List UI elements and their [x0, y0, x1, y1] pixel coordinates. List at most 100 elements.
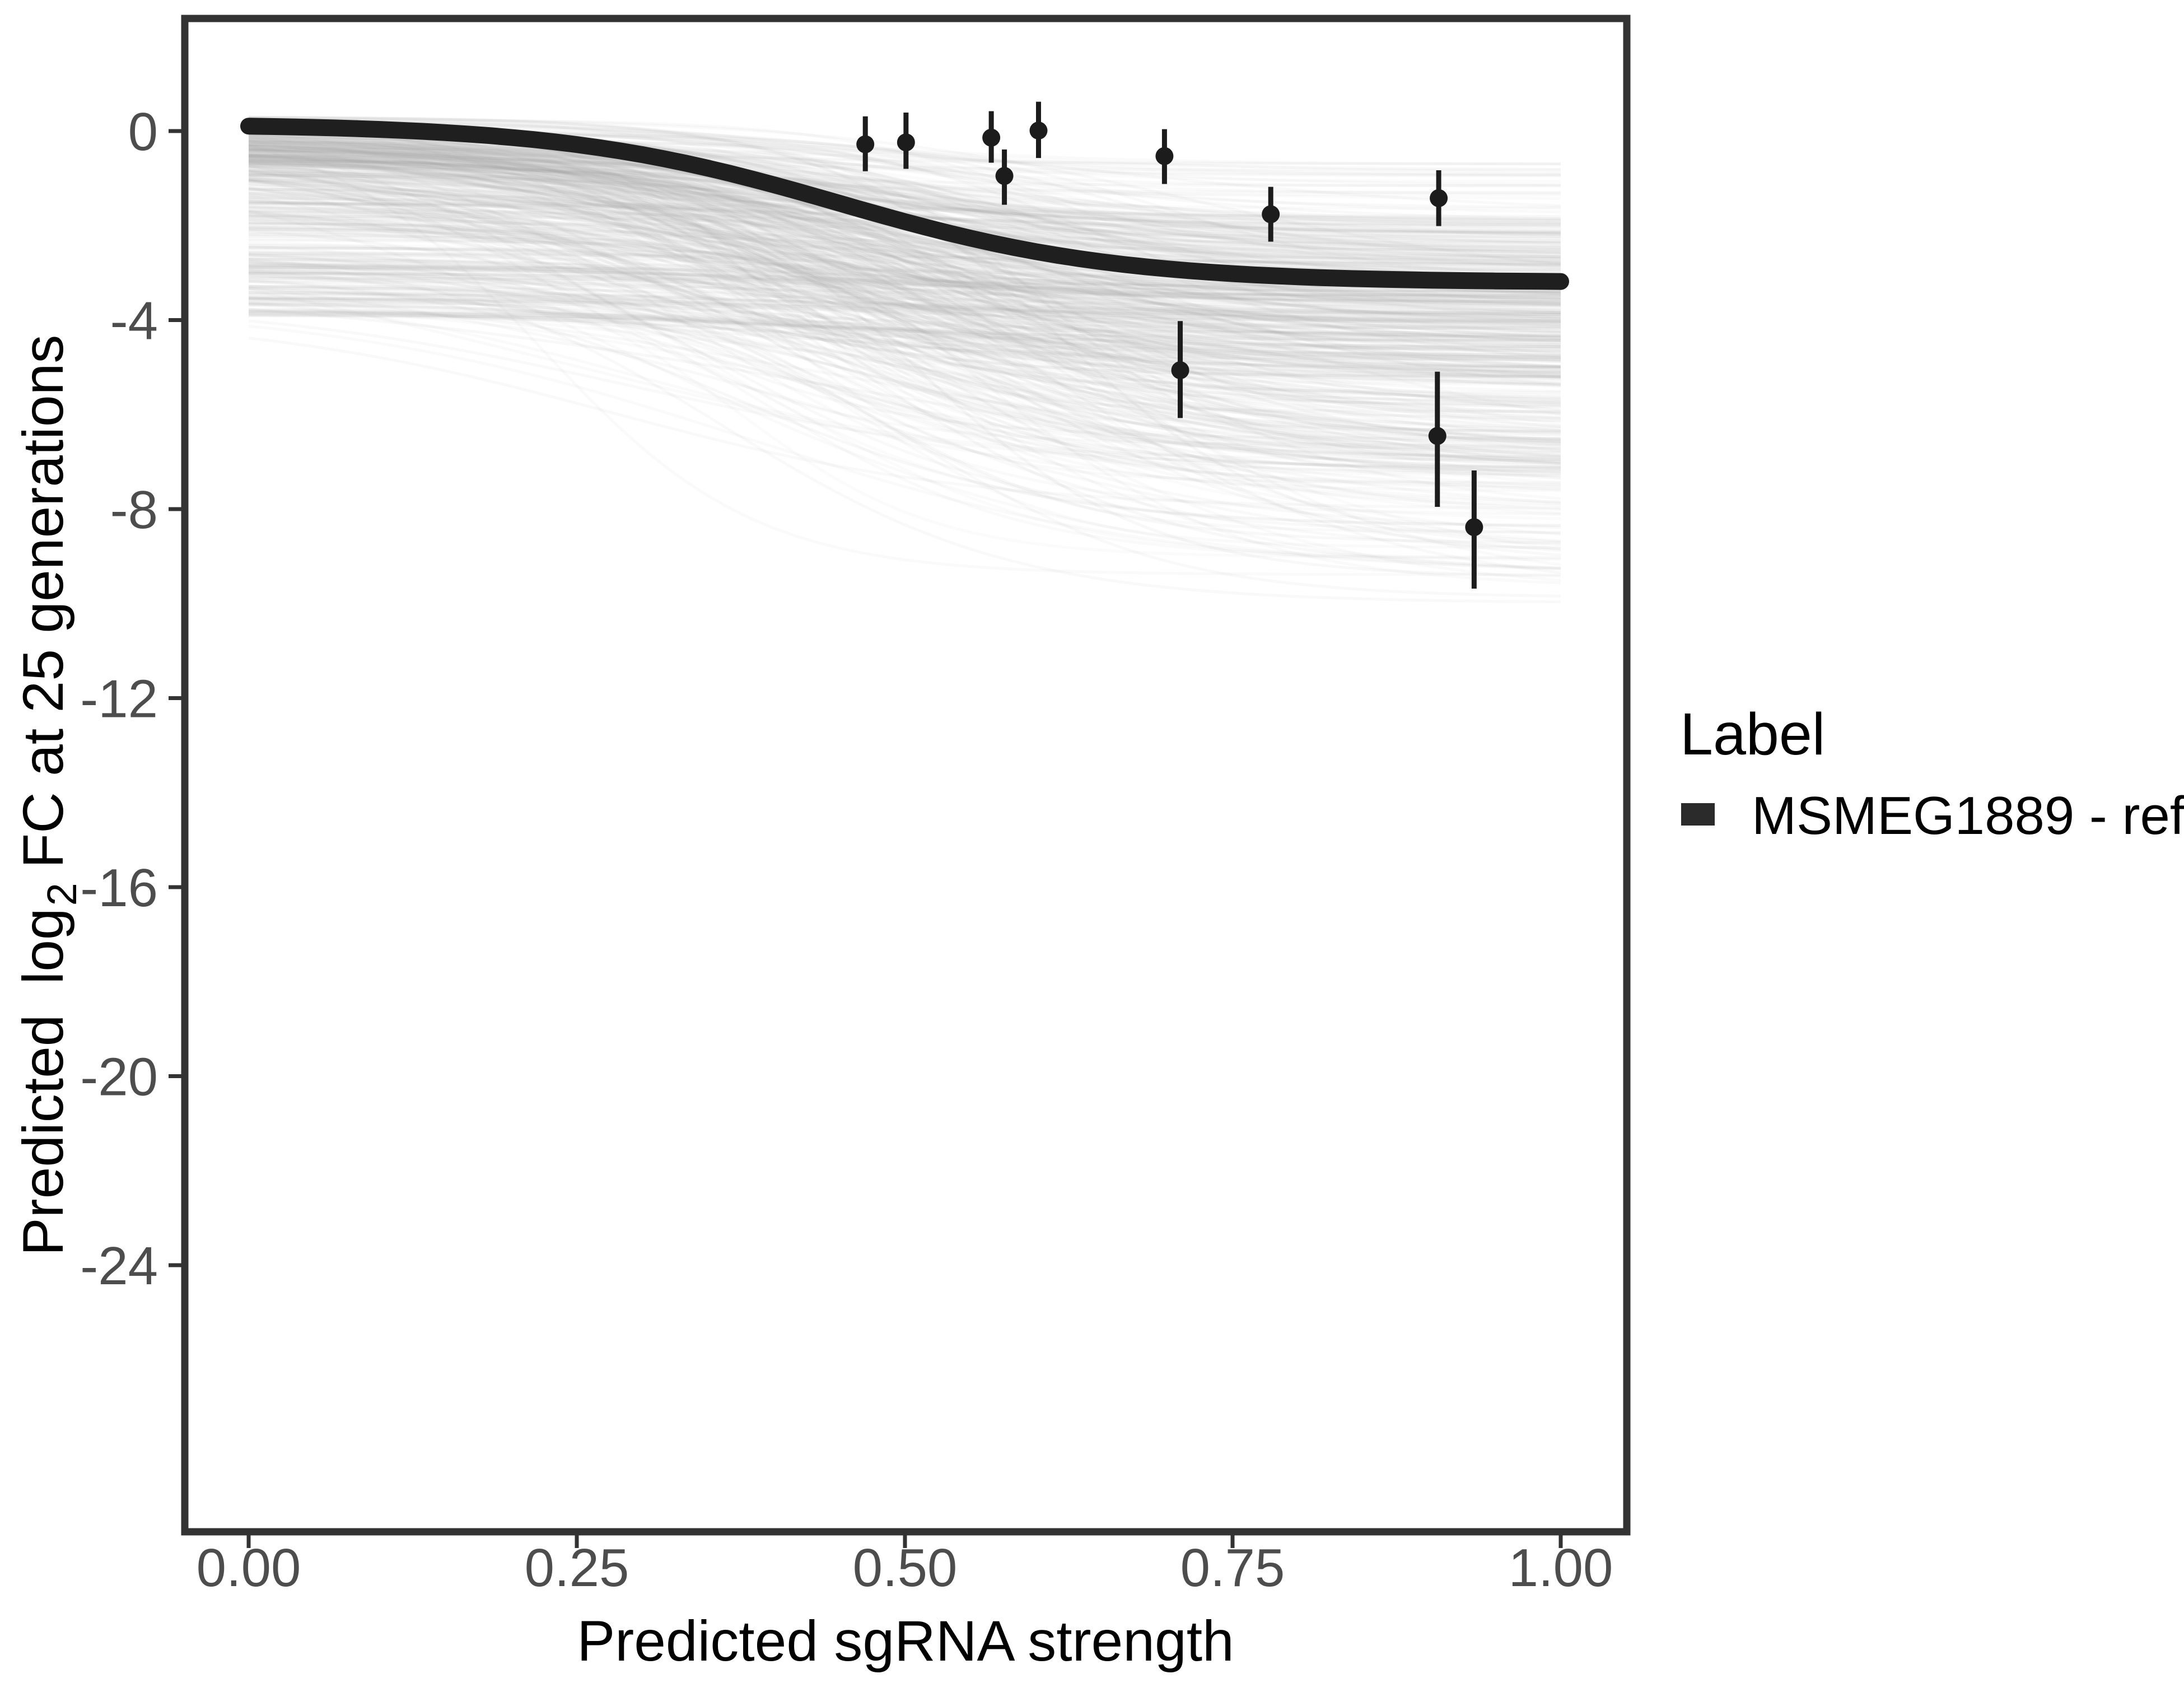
posterior-draw-curve	[248, 213, 1561, 491]
posterior-draw-curve	[248, 165, 1561, 433]
posterior-draw-curve	[248, 156, 1561, 441]
y-tick-label: -12	[80, 669, 158, 729]
posterior-draw-curve	[248, 312, 1561, 353]
x-tick-label: 0.75	[1180, 1538, 1285, 1598]
x-tick-label: 1.00	[1509, 1538, 1613, 1598]
posterior-draw-curve	[248, 137, 1561, 344]
posterior-draw-curve	[248, 150, 1561, 238]
posterior-draw-curve	[248, 155, 1561, 235]
posterior-draw-curve	[248, 191, 1561, 370]
posterior-draw-curve	[248, 301, 1561, 322]
posterior-draw-curve	[248, 172, 1561, 306]
posterior-draw-curve	[248, 297, 1561, 362]
posterior-draw-curve	[248, 153, 1561, 375]
posterior-draw-curve	[248, 123, 1561, 329]
posterior-draw-curve	[248, 187, 1561, 379]
posterior-draw-curve	[248, 137, 1561, 235]
posterior-draw-curve	[248, 215, 1561, 271]
posterior-draw-curve	[248, 164, 1561, 403]
posterior-draw-curve	[248, 143, 1561, 379]
posterior-draw-curve	[248, 287, 1561, 560]
posterior-draw-curve	[248, 200, 1561, 454]
posterior-draw-curve	[248, 221, 1561, 468]
posterior-draw-curve	[248, 155, 1561, 441]
posterior-draw-curve	[248, 257, 1561, 557]
posterior-draw-curve	[248, 169, 1561, 330]
posterior-draw-curve	[248, 150, 1561, 461]
posterior-draw-curve	[248, 148, 1561, 436]
posterior-draw-curve	[249, 265, 1561, 295]
posterior-draw-curve	[248, 150, 1561, 362]
posterior-draw-curve	[248, 147, 1561, 255]
posterior-draw-curve	[248, 245, 1561, 561]
posterior-draw-curve	[248, 301, 1561, 402]
posterior-draw-curve	[248, 159, 1561, 374]
posterior-draw-curve	[248, 324, 1561, 570]
posterior-draw-curve	[248, 158, 1561, 314]
data-point	[856, 135, 875, 153]
posterior-draw-curve	[248, 122, 1561, 338]
posterior-draw-curve	[248, 194, 1561, 325]
posterior-draw-curve	[248, 144, 1561, 484]
posterior-draw-curve	[248, 146, 1561, 368]
posterior-draw-curve	[248, 288, 1561, 505]
posterior-draw-curve	[248, 287, 1561, 330]
posterior-draw-curve	[248, 285, 1561, 316]
posterior-draw-curve	[248, 145, 1561, 432]
posterior-draw-curve	[248, 303, 1561, 334]
posterior-draw-curve	[248, 307, 1561, 480]
y-axis-title-part: FC at 25 generations	[11, 335, 75, 869]
posterior-draw-curve	[248, 271, 1561, 319]
posterior-draw-curve	[249, 211, 1561, 314]
posterior-draw-curve	[248, 260, 1561, 604]
posterior-draw-curve	[248, 167, 1561, 347]
posterior-draw-curve	[248, 144, 1561, 576]
posterior-draw-curve	[248, 216, 1561, 323]
posterior-draw-curve	[248, 132, 1561, 378]
posterior-draw-curve	[248, 198, 1561, 272]
posterior-draw-curve	[248, 235, 1561, 272]
posterior-draw-curve	[248, 263, 1561, 320]
posterior-draw-curve	[249, 188, 1561, 227]
data-point	[982, 128, 1001, 147]
posterior-draw-curve	[248, 229, 1561, 369]
posterior-draw-curve	[248, 152, 1561, 440]
posterior-draw-curve	[248, 154, 1561, 328]
posterior-draw-curve	[248, 244, 1561, 299]
posterior-draw-curve	[248, 265, 1561, 385]
posterior-draw-curve	[248, 277, 1561, 337]
posterior-draw-curve	[248, 144, 1561, 334]
x-axis-ticks	[246, 1532, 1563, 1548]
posterior-draw-curve	[248, 310, 1561, 342]
posterior-draw-curve	[248, 171, 1561, 218]
posterior-draw-curve	[248, 291, 1561, 313]
posterior-draw-curve	[248, 246, 1561, 297]
posterior-draw-curve	[248, 154, 1561, 251]
posterior-draw-curve	[248, 160, 1561, 369]
posterior-draw-curve	[249, 311, 1561, 350]
posterior-draw-curve	[248, 178, 1561, 307]
posterior-draw-curve	[248, 286, 1561, 337]
posterior-draw-curve	[248, 157, 1561, 456]
posterior-draw-curve	[248, 296, 1561, 460]
y-tick-label: -8	[110, 480, 158, 540]
posterior-draw-curve	[248, 260, 1561, 378]
posterior-draw-curve	[248, 192, 1561, 342]
posterior-draw-curve	[248, 170, 1561, 399]
posterior-draw-curve	[248, 154, 1561, 222]
posterior-draw-curve	[248, 136, 1561, 324]
posterior-draw-curve	[248, 213, 1561, 348]
posterior-draw-curve	[248, 150, 1561, 438]
y-tick-label: -4	[110, 291, 158, 351]
posterior-draw-curve	[248, 274, 1561, 378]
posterior-draw-curve	[248, 129, 1561, 469]
posterior-draw-curve	[248, 138, 1561, 458]
posterior-draw-curve	[248, 253, 1561, 358]
posterior-draw-curve	[248, 198, 1561, 441]
posterior-draw-curve	[248, 180, 1561, 377]
posterior-draw-curve	[248, 143, 1561, 442]
posterior-draw-curve	[248, 137, 1561, 551]
posterior-draw-curve	[248, 268, 1561, 290]
posterior-draw-curve	[248, 227, 1561, 394]
posterior-draw-curve	[248, 150, 1561, 585]
